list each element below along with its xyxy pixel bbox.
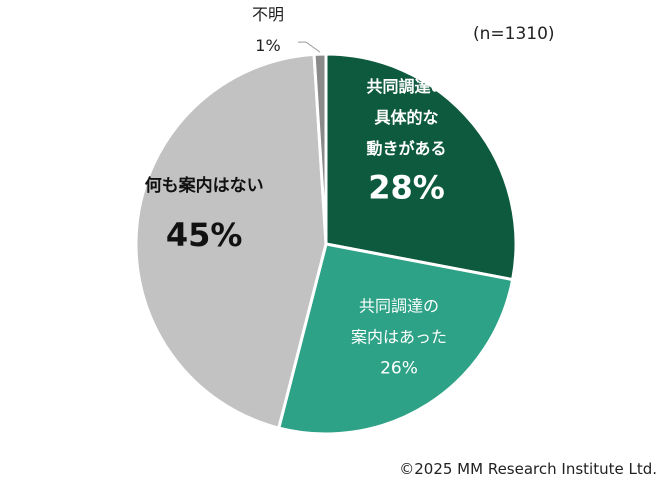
copyright-notice: ©2025 MM Research Institute Ltd.: [399, 460, 657, 478]
slice-label: 何も案内はない: [145, 175, 264, 196]
pie-slice: [312, 52, 328, 246]
leader-line: [298, 41, 321, 53]
slice-label: 動きがある: [366, 139, 446, 158]
slice-label: 共同調達の: [359, 297, 439, 316]
slice-label: 具体的な: [374, 108, 438, 127]
slice-label: 共同調達の: [366, 77, 446, 96]
pie-slice: [324, 52, 518, 282]
slice-label: 案内はあった: [351, 328, 447, 347]
slice-value-label: 26%: [380, 358, 418, 378]
slice-value-label: 45%: [166, 216, 243, 254]
slice-label: 不明: [252, 5, 284, 24]
pie-slice: [277, 242, 515, 436]
slice-value-label: 1%: [255, 36, 280, 55]
pie-slice: [134, 52, 328, 430]
slice-value-label: 28%: [368, 169, 445, 207]
sample-size-label: (n=1310): [473, 24, 555, 44]
